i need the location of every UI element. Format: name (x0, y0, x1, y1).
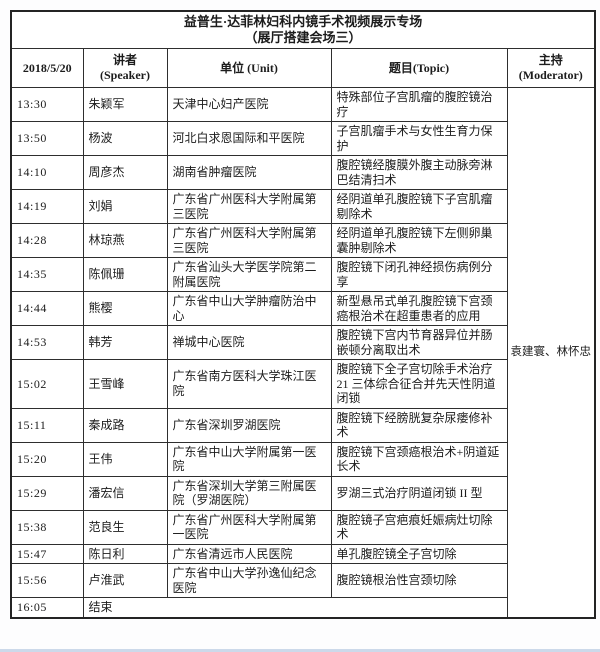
header-row: 2018/5/20 讲者 (Speaker) 单位 (Unit) 题目(Topi… (10, 48, 596, 88)
cell-topic: 腹腔镜经腹膜外腹主动脉旁淋巴结清扫术 (330, 155, 508, 190)
cell-time: 15:02 (10, 359, 84, 409)
cell-speaker: 王雪峰 (82, 359, 168, 409)
table-row: 13:50 杨波 河北白求恩国际和平医院 子宫肌瘤手术与女性生育力保护 (10, 121, 595, 156)
column-header-moderator: 主持 (Moderator) (506, 48, 596, 88)
table-row: 14:53 韩芳 禅城中心医院 腹腔镜下宫内节育器异位并肠嵌顿分离取出术 (10, 325, 595, 360)
cell-speaker: 熊樱 (82, 291, 168, 326)
cell-unit: 广东省深圳罗湖医院 (166, 407, 332, 443)
cell-speaker: 潘宏信 (82, 475, 168, 511)
page-title-line1: 益普生·达菲林妇科内镜手术视频展示专场 (183, 14, 423, 29)
cell-time: 14:10 (10, 155, 84, 190)
cell-unit: 广东省清远市人民医院 (166, 543, 332, 564)
table-row: 15:38 范良生 广东省广州医科大学附属第一医院 腹腔镜子宫疤痕妊娠病灶切除术 (10, 509, 595, 545)
table-row: 14:35 陈佩珊 广东省汕头大学医学院第二附属医院 腹腔镜下闭孔神经损伤病例分享 (10, 257, 595, 292)
table-row: 15:29 潘宏信 广东省深圳大学第三附属医院（罗湖医院） 罗湖三式治疗阴道闭锁 II… (10, 475, 595, 511)
cell-time: 13:50 (10, 121, 84, 156)
cell-time: 14:28 (10, 223, 84, 258)
cell-speaker: 陈日利 (82, 543, 168, 564)
column-header-speaker-en: (Speaker) (100, 68, 150, 82)
moderator-cell: 袁建寰、林怀忠 (506, 87, 596, 618)
column-header-unit: 单位 (Unit) (166, 48, 332, 88)
cell-speaker: 王伟 (82, 441, 168, 477)
cell-unit: 广东省广州医科大学附属第一医院 (166, 509, 332, 545)
cell-speaker: 卢淮武 (82, 563, 168, 598)
cell-topic: 子宫肌瘤手术与女性生育力保护 (330, 121, 508, 156)
table-row: 14:28 林琼燕 广东省广州医科大学附属第三医院 经阴道单孔腹腔镜下左侧卵巢囊肿剔除… (10, 223, 595, 258)
cell-unit: 广东省南方医科大学珠江医院 (166, 359, 332, 409)
cell-topic: 腹腔镜下闭孔神经损伤病例分享 (330, 257, 508, 292)
cell-topic: 经阴道单孔腹腔镜下左侧卵巢囊肿剔除术 (330, 223, 508, 258)
column-header-speaker: 讲者 (Speaker) (82, 48, 168, 88)
cell-time: 15:47 (10, 543, 84, 564)
schedule-body: 13:30 朱颖军 天津中心妇产医院 特殊部位子宫肌瘤的腹腔镜治疗 袁建寰、林怀忠 13:… (10, 87, 596, 618)
cell-topic: 腹腔镜下经膀胱复杂尿瘘修补术 (330, 407, 508, 443)
cell-unit: 天津中心妇产医院 (166, 87, 332, 122)
cell-unit: 广东省广州医科大学附属第三医院 (166, 189, 332, 224)
cell-topic: 单孔腹腔镜全子宫切除 (330, 543, 508, 564)
cell-topic: 腹腔镜下宫内节育器异位并肠嵌顿分离取出术 (330, 325, 508, 360)
cell-unit: 广东省汕头大学医学院第二附属医院 (166, 257, 332, 292)
cell-topic: 罗湖三式治疗阴道闭锁 II 型 (330, 475, 508, 511)
table-row: 14:10 周彦杰 湖南省肿瘤医院 腹腔镜经腹膜外腹主动脉旁淋巴结清扫术 (10, 155, 595, 190)
cell-time: 14:35 (10, 257, 84, 292)
cell-speaker: 刘娟 (82, 189, 168, 224)
cell-time: 14:44 (10, 291, 84, 326)
cell-speaker: 朱颖军 (82, 87, 168, 122)
cell-speaker: 范良生 (82, 509, 168, 545)
table-row: 15:02 王雪峰 广东省南方医科大学珠江医院 腹腔镜下全子宫切除手术治疗21 三体综… (10, 359, 595, 409)
cell-time: 15:38 (10, 509, 84, 545)
column-header-topic: 题目(Topic) (330, 48, 508, 88)
table-row-end: 16:05 结束 (10, 597, 595, 618)
cell-unit: 广东省中山大学孙逸仙纪念医院 (166, 563, 332, 598)
cell-speaker: 陈佩珊 (82, 257, 168, 292)
cell-topic: 特殊部位子宫肌瘤的腹腔镜治疗 (330, 87, 508, 122)
page-title: 益普生·达菲林妇科内镜手术视频展示专场 （展厅搭建会场三） (10, 10, 596, 49)
cell-unit: 广东省中山大学附属第一医院 (166, 441, 332, 477)
cell-time: 15:11 (10, 407, 84, 443)
cell-unit: 广东省广州医科大学附属第三医院 (166, 223, 332, 258)
cell-topic: 新型悬吊式单孔腹腔镜下宫颈癌根治术在超重患者的应用 (330, 291, 508, 326)
cell-topic: 腹腔镜根治性宫颈切除 (330, 563, 508, 598)
cell-unit: 河北白求恩国际和平医院 (166, 121, 332, 156)
column-header-moderator-cn: 主持 (538, 53, 563, 67)
cell-time: 14:53 (10, 325, 84, 360)
table-row: 14:44 熊樱 广东省中山大学肿瘤防治中心 新型悬吊式单孔腹腔镜下宫颈癌根治术在超重… (10, 291, 595, 326)
cell-end-label: 结束 (82, 597, 508, 618)
schedule-table: 益普生·达菲林妇科内镜手术视频展示专场 （展厅搭建会场三） 2018/5/20 … (10, 10, 597, 619)
cell-speaker: 杨波 (82, 121, 168, 156)
cell-time: 15:29 (10, 475, 84, 511)
cell-unit: 广东省中山大学肿瘤防治中心 (166, 291, 332, 326)
cell-topic: 腹腔镜下全子宫切除手术治疗21 三体综合征合并先天性阴道闭锁 (330, 359, 508, 409)
column-header-date: 2018/5/20 (10, 48, 84, 88)
table-row: 14:19 刘娟 广东省广州医科大学附属第三医院 经阴道单孔腹腔镜下子宫肌瘤剔除术 (10, 189, 595, 224)
cell-speaker: 秦成路 (82, 407, 168, 443)
cell-time: 13:30 (10, 87, 84, 122)
cell-speaker: 韩芳 (82, 325, 168, 360)
cell-unit: 禅城中心医院 (166, 325, 332, 360)
table-row: 13:30 朱颖军 天津中心妇产医院 特殊部位子宫肌瘤的腹腔镜治疗 袁建寰、林怀忠 (10, 87, 596, 618)
cell-unit: 广东省深圳大学第三附属医院（罗湖医院） (166, 475, 332, 511)
cell-time: 15:56 (10, 563, 84, 598)
cell-speaker: 林琼燕 (82, 223, 168, 258)
cell-time: 15:20 (10, 441, 84, 477)
cell-topic: 腹腔镜下宫颈癌根治术+阴道延长术 (330, 441, 508, 477)
title-row: 益普生·达菲林妇科内镜手术视频展示专场 （展厅搭建会场三） (10, 10, 596, 49)
cell-topic: 腹腔镜子宫疤痕妊娠病灶切除术 (330, 509, 508, 545)
page-title-line2: （展厅搭建会场三） (244, 30, 362, 45)
cell-topic: 经阴道单孔腹腔镜下子宫肌瘤剔除术 (330, 189, 508, 224)
cell-time: 14:19 (10, 189, 84, 224)
cell-unit: 湖南省肿瘤医院 (166, 155, 332, 190)
column-header-speaker-cn: 讲者 (112, 53, 137, 67)
column-header-moderator-en: (Moderator) (518, 68, 583, 82)
cell-time: 16:05 (10, 597, 84, 618)
cell-speaker: 周彦杰 (82, 155, 168, 190)
